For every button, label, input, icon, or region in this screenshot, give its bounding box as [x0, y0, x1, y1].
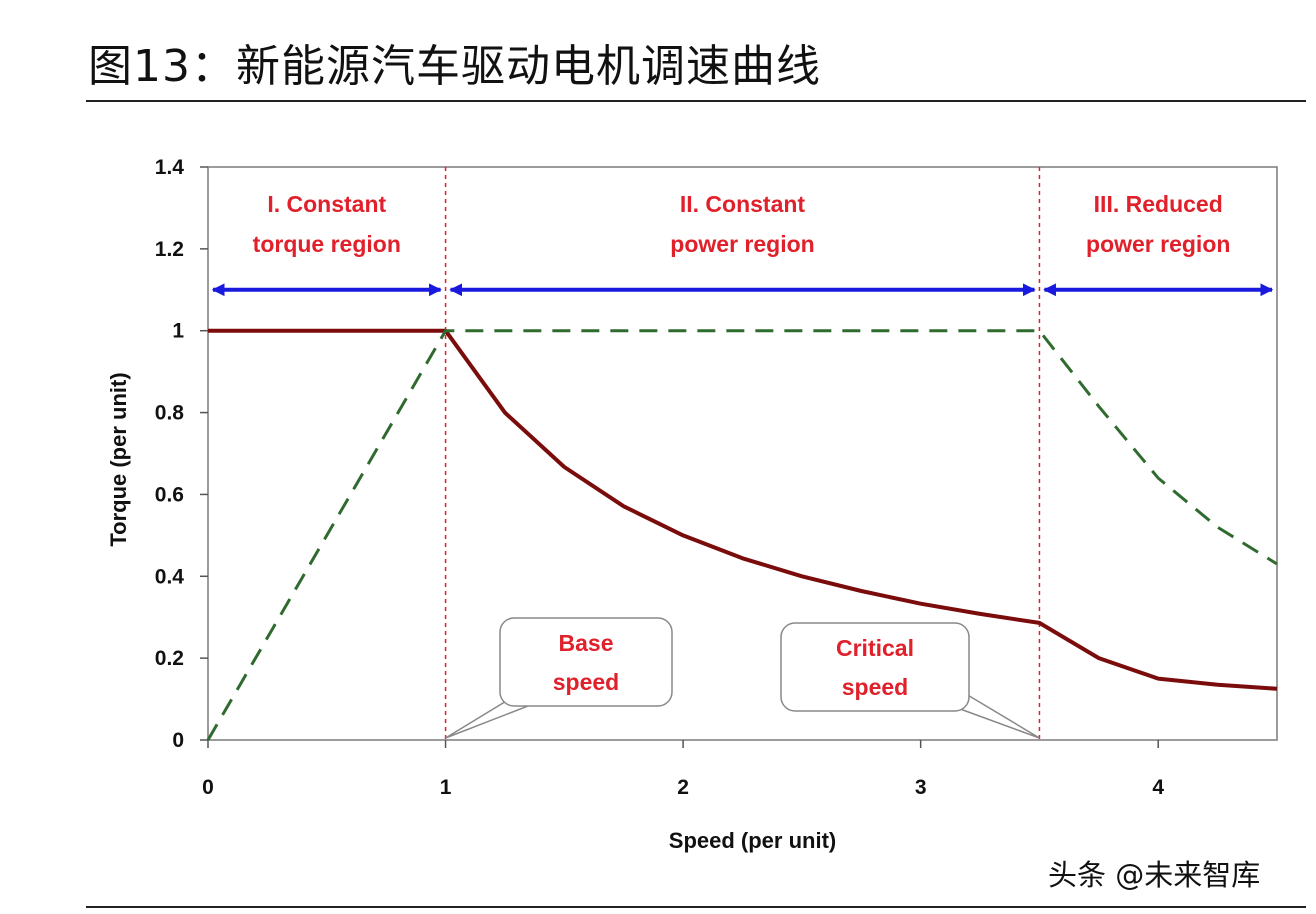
region-label-line2: power region — [670, 231, 814, 257]
region-label-line1: I. Constant — [267, 191, 386, 217]
callout-text-line2: speed — [842, 674, 908, 700]
region-label-line1: II. Constant — [680, 191, 806, 217]
x-tick-label: 3 — [915, 776, 927, 799]
y-tick-label: 0.8 — [155, 402, 185, 425]
y-tick-label: 1 — [172, 320, 184, 343]
bottom-rule — [86, 906, 1306, 908]
watermark: 头条 @未来智库 — [1048, 858, 1261, 892]
y-tick-label: 0.6 — [155, 483, 184, 506]
callout-box — [499, 617, 673, 707]
torque-curve — [208, 328, 1278, 691]
x-tick-label: 1 — [440, 776, 452, 799]
figure-title: 图13：新能源汽车驱动电机调速曲线 — [88, 41, 821, 92]
y-tick-label: 1.2 — [155, 238, 184, 261]
power-curve — [206, 329, 1278, 741]
x-tick-label: 4 — [1152, 776, 1164, 799]
callout-box — [780, 622, 970, 712]
plot-frame — [207, 166, 1278, 741]
region-label-line2: power region — [1086, 231, 1230, 257]
callout-text-line2: speed — [553, 669, 619, 695]
x-tick-label: 2 — [677, 776, 689, 799]
y-tick-label: 0.2 — [155, 647, 184, 670]
x-axis-title: Speed (per unit) — [669, 828, 836, 853]
y-tick-label: 0.4 — [155, 565, 185, 588]
region-label-line1: III. Reduced — [1094, 191, 1223, 217]
region-label-line2: torque region — [253, 231, 401, 257]
y-tick-label: 0 — [172, 729, 184, 752]
x-tick-label: 0 — [202, 776, 214, 799]
callout-text-line1: Base — [559, 630, 614, 656]
callout-text-line1: Critical — [836, 635, 914, 661]
y-axis-title: Torque (per unit) — [106, 372, 131, 546]
top-rule — [86, 100, 1306, 102]
y-tick-label: 1.4 — [155, 156, 185, 179]
